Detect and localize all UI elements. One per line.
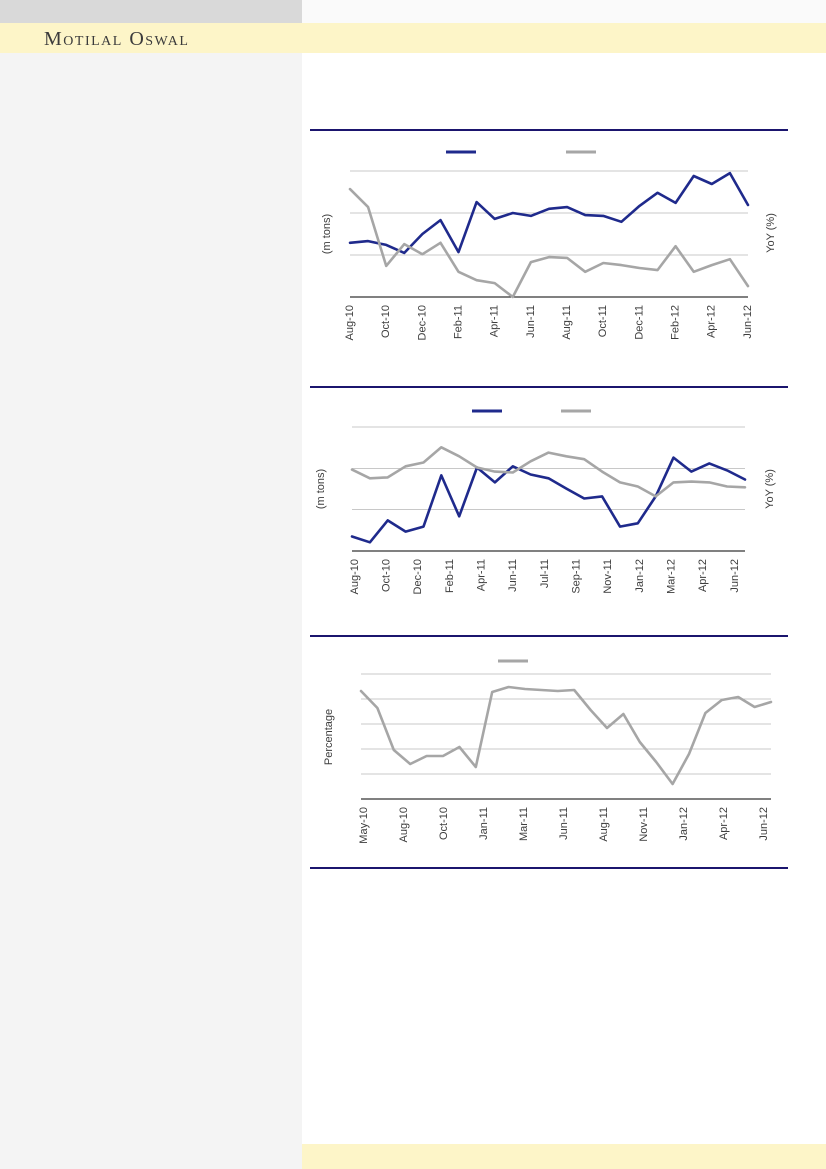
x-axis-tick-label: Dec-10 [412,559,424,594]
x-axis-tick-label: Apr-12 [697,559,709,592]
x-axis-tick-label: Jun-11 [507,559,519,592]
x-axis-tick-label: Sep-11 [571,559,583,594]
x-axis-tick-label: Apr-12 [718,807,730,840]
x-axis-tick-label: Nov-11 [638,807,650,842]
x-axis-tick-label: Feb-11 [452,305,464,339]
x-axis-tick-label: Oct-10 [380,305,392,338]
x-axis-tick-label: Jul-11 [539,559,551,588]
x-axis-tick-label: Jun-12 [742,305,754,339]
x-axis-tick-label: Aug-10 [349,559,361,594]
top-right-strip [302,0,826,23]
chart-canvas: Aug-10 Oct-10 Dec-10 Feb-11 Apr-11 Jun-11 Aug-… [321,150,777,340]
content-area [302,53,826,1144]
chart-canvas: Aug-10 Oct-10 Dec-10 Feb-11 Apr-11 Jun-11 Jul-… [315,409,776,594]
x-axis-tick-label: May-10 [358,807,370,844]
x-axis-tick-label: Aug-10 [398,807,410,842]
left-sidebar [0,53,302,1169]
x-axis-tick-label: Mar-11 [518,807,530,841]
brand-banner [0,23,826,53]
section-divider-2 [310,386,788,388]
x-axis-tick-label: Jun-12 [729,559,741,593]
navy-series-line [350,456,747,544]
x-axis-tick-label: Jun-12 [758,807,770,841]
x-axis-tick-label: Apr-11 [489,305,501,337]
x-axis-tick-label: Dec-11 [633,305,645,340]
x-axis-tick-label: Oct-10 [438,807,450,840]
y-axis-title-right: YoY (%) [765,213,777,253]
y-axis-title-left: (m tons) [315,469,327,509]
x-axis-tick-label: Feb-11 [444,559,456,593]
gray-series-line [359,685,773,786]
x-axis-tick-label: Apr-11 [476,559,488,591]
y-axis-title-left: (m tons) [321,214,333,254]
x-axis-tick-label: Jun-11 [525,305,537,338]
x-axis-tick-label: Jan-11 [478,807,490,840]
bottom-yellow-bar [302,1144,826,1169]
x-axis-tick-label: Jun-11 [558,807,570,840]
top-gray-bar [0,0,302,23]
x-axis-tick-label: Jan-12 [634,559,646,593]
gray-series-line [348,187,750,299]
brand-logo-text: Motilal Oswal [44,28,190,50]
x-axis-tick-label: Jan-12 [678,807,690,841]
chart-canvas: May-10 Aug-10 Oct-10 Jan-11 Mar-11 Jun-11 Aug-… [323,659,773,844]
section-divider-4 [310,867,788,869]
x-axis-tick-label: Aug-10 [344,305,356,340]
x-axis-tick-label: Oct-10 [381,559,393,592]
section-divider-1 [310,129,788,131]
x-axis-tick-label: Aug-11 [598,807,610,842]
x-axis-tick-label: Mar-12 [666,559,678,594]
x-axis-tick-label: Aug-11 [561,305,573,340]
y-axis-title-right: YoY (%) [764,469,776,509]
section-divider-3 [310,635,788,637]
x-axis-tick-label: Apr-12 [706,305,718,338]
x-axis-tick-label: Oct-11 [597,305,609,337]
x-axis-tick-label: Nov-11 [602,559,614,594]
gray-series-line [350,445,747,498]
x-axis-tick-label: Feb-12 [670,305,682,340]
x-axis-tick-label: Dec-10 [416,305,428,340]
navy-series-line [348,171,750,255]
y-axis-title-left: Percentage [323,709,335,765]
